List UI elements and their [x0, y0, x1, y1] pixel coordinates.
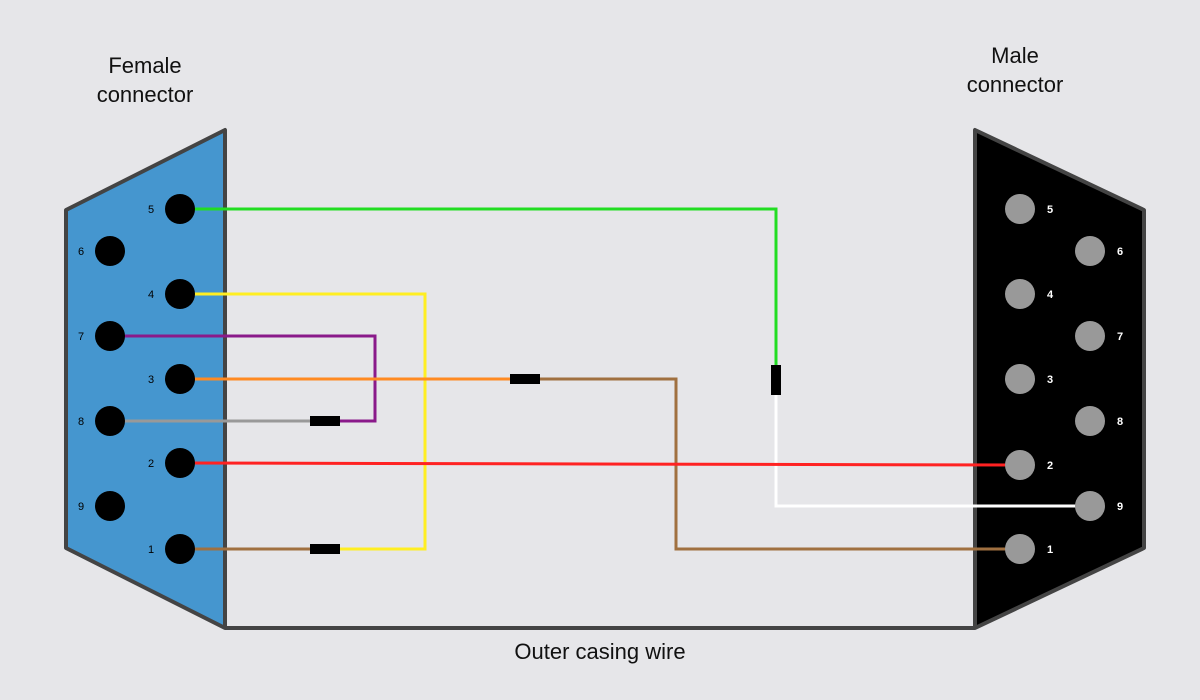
- male-pin-3: 3: [1005, 364, 1053, 394]
- male-pin-label: 8: [1117, 416, 1123, 428]
- female-pin-label: 5: [148, 204, 154, 216]
- female-pin-label: 4: [148, 289, 154, 301]
- female-pin-2: 2: [148, 448, 195, 478]
- female-pin-label: 9: [78, 501, 84, 513]
- male-pin-4: 4: [1005, 279, 1054, 309]
- splice-green-white: [771, 365, 781, 395]
- female-pin-5: 5: [148, 194, 195, 224]
- male-pin-1: 1: [1005, 534, 1053, 564]
- male-connector-title-line1: Male: [991, 43, 1039, 68]
- male-pin-5: 5: [1005, 194, 1053, 224]
- female-connector-title-line1: Female: [108, 53, 181, 78]
- male-pin-label: 4: [1047, 289, 1054, 301]
- male-pin-label: 1: [1047, 544, 1053, 556]
- female-pin-label: 7: [78, 331, 84, 343]
- male-pin-2: 2: [1005, 450, 1053, 480]
- male-pin-label: 9: [1117, 501, 1123, 513]
- female-connector-title-line2: connector: [97, 82, 194, 107]
- splice-orange-brown: [510, 374, 540, 384]
- wire-female2-red-to-male2: [179, 461, 1021, 467]
- splices: [310, 365, 781, 554]
- male-pin-7: 7: [1075, 321, 1123, 351]
- female-pin-label: 2: [148, 458, 154, 470]
- male-connector-title-line2: connector: [967, 72, 1064, 97]
- wire-female4-yellow: [180, 292, 427, 551]
- wire-female5-green: [180, 207, 778, 380]
- male-pin-label: 6: [1117, 246, 1123, 258]
- female-pins: 5 6 4 7 3 8 2 9 1: [78, 194, 195, 564]
- female-pin-4: 4: [148, 279, 195, 309]
- female-pin-7: 7: [78, 321, 125, 351]
- female-pin-label: 1: [148, 544, 154, 556]
- male-pins: 5 6 4 7 3 8 2 9 1: [1005, 194, 1123, 564]
- male-pin-6: 6: [1075, 236, 1123, 266]
- female-pin-8: 8: [78, 406, 125, 436]
- female-pin-label: 8: [78, 416, 84, 428]
- female-pin-label: 6: [78, 246, 84, 258]
- male-pin-label: 2: [1047, 460, 1053, 472]
- female-pin-label: 3: [148, 374, 154, 386]
- male-connector-body: [973, 128, 1146, 630]
- female-pin-3: 3: [148, 364, 195, 394]
- wires: [110, 207, 1090, 551]
- male-pin-8: 8: [1075, 406, 1123, 436]
- splice-gray-purple: [310, 416, 340, 426]
- female-pin-9: 9: [78, 491, 125, 521]
- male-pin-9: 9: [1075, 491, 1123, 521]
- female-pin-6: 6: [78, 236, 125, 266]
- wire-white-to-male9: [774, 380, 1090, 508]
- male-pin-label: 7: [1117, 331, 1123, 343]
- male-pin-label: 3: [1047, 374, 1053, 386]
- female-pin-1: 1: [148, 534, 195, 564]
- splice-brown-yellow: [310, 544, 340, 554]
- male-pin-label: 5: [1047, 204, 1053, 216]
- outer-casing-label: Outer casing wire: [514, 639, 685, 664]
